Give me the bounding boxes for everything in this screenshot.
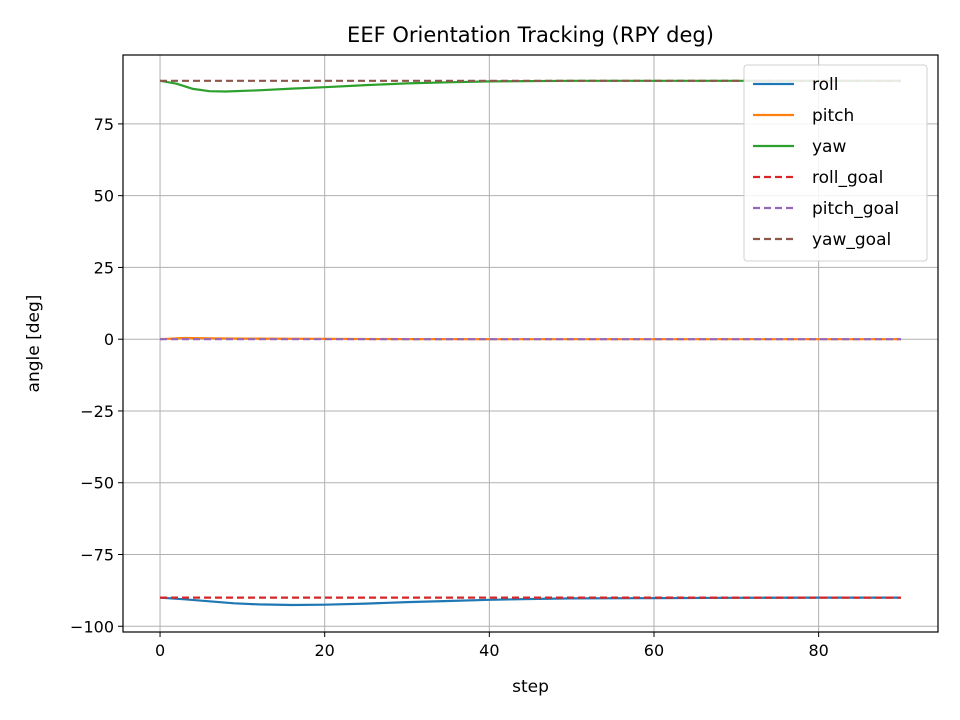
x-tick-label: 80 (808, 641, 828, 660)
legend-label-roll: roll (812, 75, 838, 95)
y-tick-label: 75 (94, 115, 114, 134)
x-axis-label: step (512, 677, 549, 697)
y-tick-label: 25 (94, 258, 114, 277)
chart-title: EEF Orientation Tracking (RPY deg) (347, 23, 714, 47)
y-axis-label: angle [deg] (24, 295, 44, 393)
legend-label-yaw: yaw (812, 137, 846, 157)
y-tick-label: 50 (94, 187, 114, 206)
x-tick-label: 40 (479, 641, 499, 660)
y-tick-label: −25 (80, 402, 114, 421)
legend-label-roll-goal: roll_goal (812, 168, 883, 188)
ticks: 0 20 40 60 80 −100 −75 −50 −25 0 25 50 75 (70, 115, 829, 660)
x-tick-label: 60 (644, 641, 664, 660)
legend-label-yaw-goal: yaw_goal (812, 230, 891, 250)
series-line-yaw (159, 79, 901, 93)
plot-frame (122, 54, 939, 633)
x-tick-label: 0 (155, 641, 165, 660)
y-tick-label: −100 (70, 617, 114, 636)
plot-lines (159, 79, 901, 607)
y-tick-label: 0 (104, 330, 114, 349)
legend-label-pitch-goal: pitch_goal (812, 199, 899, 219)
y-tick-label: −75 (80, 545, 114, 564)
legend-label-pitch: pitch (812, 106, 854, 126)
x-tick-label: 20 (315, 641, 335, 660)
series-line-pitch (159, 336, 901, 341)
legend: roll pitch yaw roll_goal pitch_goal yaw_goal (743, 64, 928, 262)
y-tick-label: −50 (80, 474, 114, 493)
